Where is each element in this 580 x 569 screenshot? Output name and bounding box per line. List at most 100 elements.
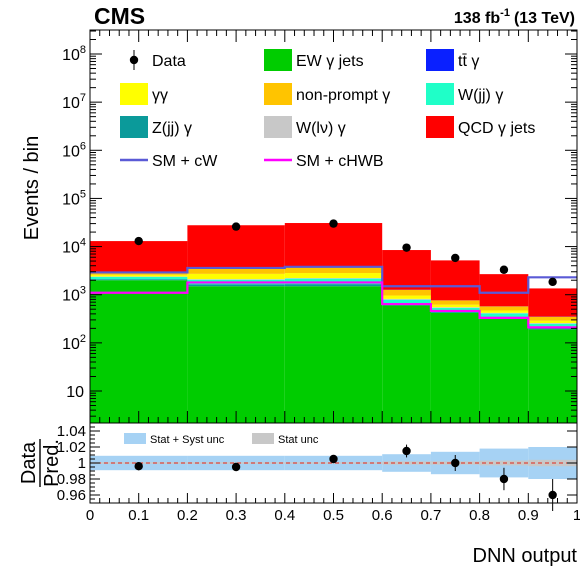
legend-label: tt̄ γ — [458, 53, 479, 70]
legend-item-non-prompt-: non-prompt γ — [264, 83, 390, 105]
legend-swatch — [120, 83, 148, 105]
stack-bar-non-prompt--bin-3 — [382, 289, 431, 296]
data-point-1 — [231, 222, 241, 231]
stack-bar-qcd-jets-bin-6 — [528, 288, 577, 317]
data-point-6 — [548, 277, 557, 287]
stack-bar-z-jj--bin-1 — [187, 284, 285, 287]
legend: Data EW γ jets tt̄ γ γγ non-prompt γ W(jj) γ Z… — [120, 49, 535, 170]
data-point-2 — [329, 219, 338, 228]
data-point-0 — [134, 236, 143, 246]
ratio-legend-swatch — [252, 433, 274, 444]
stack-bar---bin-3 — [382, 295, 431, 299]
bsm-lines — [90, 265, 577, 329]
ratio-point-2 — [329, 454, 338, 464]
data-point-5 — [499, 265, 509, 274]
legend-swatch — [264, 83, 292, 105]
ratio-legend: Stat + Syst unc Stat unc — [124, 433, 319, 446]
legend-swatch — [264, 116, 292, 138]
stack-bar---bin-4 — [430, 304, 480, 308]
stack-bar-qcd-jets-bin-2 — [284, 223, 383, 267]
main-x-ticks — [89, 30, 578, 423]
lumi-label: 138 fb-1 (13 TeV) — [454, 7, 575, 27]
ratio-point-4 — [451, 458, 460, 468]
data-point-3 — [402, 243, 411, 252]
y-tick-base: 10 — [62, 240, 80, 257]
stack-bar-ew-jets-bin-0 — [90, 280, 188, 423]
ratio-legend-item-0: Stat + Syst unc — [124, 433, 225, 446]
data-points — [134, 219, 557, 287]
ratio-legend-swatch — [124, 433, 146, 444]
lumi-value: 138 fb — [454, 10, 500, 27]
experiment-label: CMS — [94, 3, 145, 29]
ratio-point-5 — [499, 474, 509, 484]
y-tick-exponent: 5 — [80, 188, 86, 200]
y-tick-exponent: 3 — [80, 285, 86, 297]
data-point-4 — [451, 253, 460, 263]
ratio-y-label-denominator: Pred. — [41, 439, 63, 487]
legend-item-z-jj-: Z(jj) γ — [120, 116, 192, 138]
stack-bar-ew-jets-bin-3 — [382, 305, 431, 423]
legend-item-tt-: tt̄ γ — [426, 49, 479, 71]
lumi-exponent: -1 — [500, 7, 510, 19]
legend-item-w-l-: W(lν) γ — [264, 116, 346, 138]
x-axis: 0 0.1 0.2 0.3 0.4 0.5 0.6 0.7 0.8 0.9 1 — [86, 493, 580, 524]
stack-bar---bin-5 — [479, 310, 529, 313]
ratio-y-tick-label-2: 1 — [78, 455, 86, 472]
legend-marker — [129, 55, 139, 65]
stacked-histogram — [90, 223, 577, 423]
stack-bar-non-prompt--bin-2 — [284, 266, 383, 274]
stack-bar-w-jj--bin-0 — [90, 276, 188, 280]
ratio-legend-label: Stat unc — [278, 434, 319, 446]
stack-bar-w-l--bin-1 — [187, 279, 285, 280]
y-tick-label-4: 105 — [62, 188, 86, 208]
y-tick-label-0: 10 — [66, 384, 84, 401]
y-tick-label-6: 107 — [62, 92, 86, 112]
stack-bar-w-jj--bin-5 — [479, 313, 529, 317]
ratio-y-tick-label-3: 1.02 — [57, 439, 86, 456]
x-tick-label-10: 1 — [573, 507, 580, 524]
legend-label: Z(jj) γ — [152, 120, 192, 137]
y-tick-exponent: 8 — [80, 44, 86, 56]
x-tick-label-9: 0.9 — [518, 507, 539, 524]
stack-bar-w-l--bin-3 — [382, 298, 431, 300]
stack-bar-non-prompt--bin-5 — [479, 306, 529, 311]
stack-bar-non-prompt--bin-6 — [528, 316, 577, 321]
legend-label: QCD γ jets — [458, 120, 535, 137]
stack-bar-w-jj--bin-4 — [430, 307, 480, 311]
stack-bar-qcd-jets-bin-5 — [479, 274, 529, 307]
energy-label: (13 TeV) — [514, 10, 575, 27]
y-tick-exponent: 7 — [80, 92, 86, 104]
ratio-y-axis-label: Data Pred. — [18, 439, 63, 487]
x-tick-label-2: 0.2 — [177, 507, 198, 524]
legend-item-ew-jets: EW γ jets — [264, 49, 364, 71]
x-tick-label-7: 0.7 — [420, 507, 441, 524]
y-axis-label: Events / bin — [21, 136, 43, 241]
legend-swatch — [426, 49, 454, 71]
stack-bar-non-prompt--bin-4 — [430, 300, 480, 305]
stack-bar-z-jj--bin-2 — [284, 284, 383, 287]
y-tick-base: 10 — [62, 288, 80, 305]
legend-item--: γγ — [120, 83, 168, 105]
stack-bar-qcd-jets-bin-0 — [90, 241, 188, 272]
bsm-line-sm-chwb — [90, 281, 577, 329]
legend-item-w-jj-: W(jj) γ — [426, 83, 503, 105]
y-tick-exponent: 2 — [80, 333, 86, 345]
stack-bar-ew-jets-bin-1 — [187, 286, 285, 423]
stack-bar-w-jj--bin-3 — [382, 299, 431, 304]
legend-item-sm-cw: SM + cW — [120, 153, 218, 170]
legend-label: W(lν) γ — [296, 120, 346, 137]
x-tick-label-3: 0.3 — [226, 507, 247, 524]
y-tick-label-2: 103 — [62, 285, 86, 305]
ratio-y-tick-label-4: 1.04 — [57, 423, 86, 440]
stack-bar-qcd-jets-bin-3 — [382, 250, 431, 290]
stack-bar-z-jj--bin-0 — [90, 279, 188, 281]
ratio-y-tick-label-0: 0.96 — [57, 487, 86, 504]
legend-label: Data — [152, 53, 186, 70]
y-tick-label-5: 106 — [62, 140, 86, 160]
stack-bar-qcd-jets-bin-1 — [187, 225, 285, 268]
ratio-point-0 — [134, 462, 143, 471]
